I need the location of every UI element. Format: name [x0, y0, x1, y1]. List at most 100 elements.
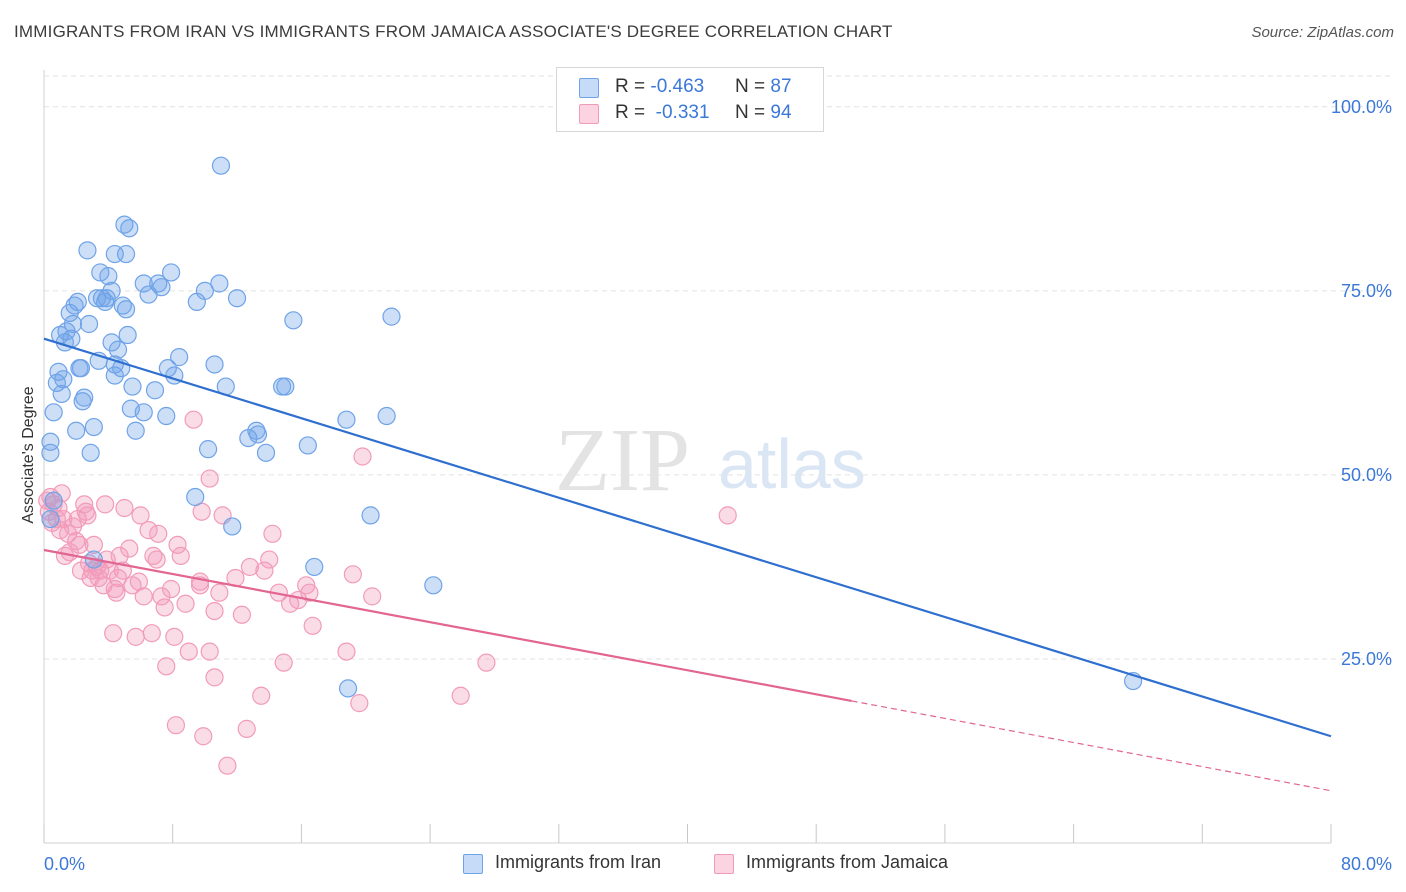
jamaica-point	[240, 557, 260, 577]
jamaica-point	[353, 447, 372, 466]
legend-n-value-jamaica: 94	[770, 102, 792, 123]
iran-point	[145, 381, 165, 400]
jamaica-point	[477, 653, 496, 672]
jamaica-point	[176, 594, 195, 613]
jamaica-point	[200, 642, 219, 661]
jamaica-point	[129, 572, 149, 591]
iran-point	[195, 281, 214, 300]
iran-point	[198, 440, 218, 459]
legend-r-value-jamaica: -0.331	[650, 102, 710, 123]
jamaica-point	[179, 642, 198, 661]
iran-point	[337, 410, 356, 429]
jamaica-point	[190, 576, 210, 595]
iran-point	[361, 506, 380, 525]
iran-point	[338, 679, 358, 698]
iran-point	[44, 403, 63, 422]
axes	[43, 70, 1332, 844]
iran-point	[284, 311, 303, 330]
jamaica-point	[166, 716, 186, 735]
iran-point	[152, 278, 171, 297]
jamaica-point	[115, 498, 134, 518]
iran-point	[52, 384, 71, 404]
jamaica-point	[165, 627, 184, 646]
source-label: Source: ZipAtlas.com	[1251, 24, 1394, 41]
iran-point	[210, 274, 229, 293]
iran-point	[44, 491, 63, 510]
jamaica-point	[84, 535, 103, 554]
iran-point	[248, 425, 268, 444]
jamaica-point	[363, 587, 382, 606]
bottom-legend-swatch-jamaica	[714, 854, 734, 874]
jamaica-point	[139, 521, 158, 540]
y-tick-label: 100.0%	[1331, 97, 1392, 117]
iran-point	[276, 377, 295, 396]
jamaica-point	[232, 605, 251, 624]
jamaica-point	[205, 668, 224, 687]
jamaica-point	[131, 506, 150, 525]
jamaica-points	[38, 410, 737, 775]
jamaica-point	[210, 583, 229, 602]
iran-point	[78, 241, 97, 260]
iran-point	[120, 219, 139, 238]
iran-point	[102, 333, 121, 352]
jamaica-point	[168, 535, 187, 554]
iran-point	[305, 557, 324, 577]
iran-point	[81, 443, 100, 462]
jamaica-point	[194, 727, 213, 746]
iran-point	[223, 517, 242, 536]
jamaica-point	[274, 653, 293, 672]
x-tick-label: 80.0%	[1341, 854, 1392, 874]
legend-swatch-iran	[579, 78, 599, 98]
iran-point	[382, 307, 401, 326]
iran-point	[118, 325, 137, 345]
iran-point	[227, 289, 247, 308]
iran-point	[186, 487, 205, 507]
iran-point	[211, 156, 231, 175]
iran-point	[123, 377, 142, 396]
iran-point	[134, 274, 153, 293]
iran-point	[134, 403, 153, 422]
jamaica-point	[104, 624, 123, 643]
iran-point	[157, 406, 176, 426]
jamaica-point	[96, 495, 115, 514]
jamaica-point	[343, 565, 362, 584]
y-tick-label: 50.0%	[1341, 465, 1392, 485]
jamaica-point	[303, 616, 322, 635]
jamaica-point	[91, 561, 110, 580]
iran-point	[298, 436, 317, 455]
legend-n-label: N =	[735, 76, 771, 97]
chart-title: IMMIGRANTS FROM IRAN VS IMMIGRANTS FROM …	[14, 22, 893, 41]
jamaica-point	[152, 587, 171, 606]
iran-point	[377, 406, 396, 426]
jamaica-point	[38, 491, 57, 510]
jamaica-point	[255, 561, 274, 580]
jamaica-point	[157, 657, 176, 676]
iran-point	[41, 509, 60, 529]
jamaica-point	[184, 410, 203, 429]
y-tick-label: 75.0%	[1341, 281, 1392, 301]
watermark-atlas: atlas	[718, 425, 866, 503]
iran-point	[97, 289, 116, 308]
iran-point	[54, 370, 73, 389]
iran-point	[99, 267, 118, 286]
iran-point	[41, 432, 60, 451]
bottom-legend-swatch-iran	[463, 854, 483, 874]
jamaica-point	[142, 624, 161, 643]
watermark-zip: ZIP	[555, 411, 690, 510]
jamaica-point	[75, 495, 94, 514]
jamaica-point	[297, 576, 316, 595]
iran-point	[67, 421, 86, 440]
iran-point	[170, 348, 189, 367]
iran-point	[126, 421, 145, 440]
jamaica-trend-extension	[851, 700, 1332, 792]
jamaica-point	[120, 539, 139, 558]
jamaica-point	[149, 524, 168, 543]
y-tick-label: 25.0%	[1341, 649, 1392, 669]
iran-point	[256, 443, 276, 462]
jamaica-point	[205, 601, 224, 621]
bottom-legend-label-jamaica: Immigrants from Jamaica	[746, 852, 949, 872]
legend-n-label: N =	[735, 102, 771, 123]
legend-r-label: R =	[615, 76, 651, 97]
jamaica-point	[78, 506, 97, 525]
